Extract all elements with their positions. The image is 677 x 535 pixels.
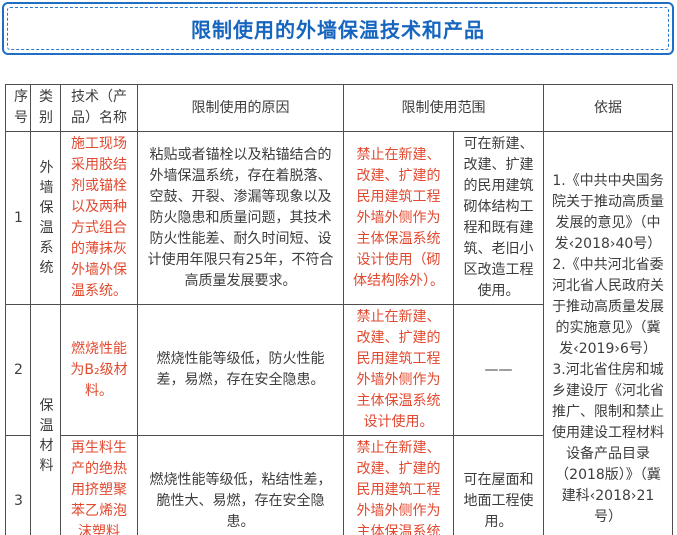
cell-scope-allowed-2: —— <box>453 304 544 436</box>
cell-reason-3: 燃烧性能等级低，粘结性差，脆性大、易燃，存在安全隐患。 <box>137 435 344 535</box>
header-seq: 序号 <box>5 84 31 132</box>
cell-scope-allowed-3: 可在屋面和地面工程使用。 <box>453 435 544 535</box>
cell-product-name-2: 燃烧性能为B₂级材料。 <box>60 304 138 436</box>
category-vertical-text: 外墙保温系统 <box>39 160 54 276</box>
title-box: 限制使用的外墙保温技术和产品 <box>2 2 674 55</box>
cell-reason-1: 粘贴或者锚栓以及粘锚结合的外墙保温系统，存在着脱落、空鼓、开裂、渗漏等现象以及防… <box>137 131 344 305</box>
cell-basis: 1.《中共中央国务院关于推动高质量发展的意见》（中发‹2018›40号） 2.《… <box>543 131 673 535</box>
page-title: 限制使用的外墙保温技术和产品 <box>191 18 485 42</box>
cell-scope-allowed-1: 可在新建、改建、扩建的民用建筑砌体结构工程和既有建筑、老旧小区改造工程使用。 <box>453 131 544 305</box>
table-row-2: 2 保温材料 燃烧性能为B₂级材料。 燃烧性能等级低，防火性能差，易燃，存在安全… <box>5 304 673 535</box>
table-row-3: 3 再生料生产的绝热用挤塑聚苯乙烯泡沫塑料板。 燃烧性能等级低，粘结性差，脆性大… <box>5 435 673 535</box>
cell-product-name-1: 施工现场采用胶结剂或锚栓以及两种方式组合的薄抹灰外墙外保温系统。 <box>60 131 138 305</box>
cell-seq-3: 3 <box>5 435 31 535</box>
cell-seq-1: 1 <box>5 131 31 305</box>
header-name: 技术（产品）名称 <box>60 84 138 132</box>
cell-scope-prohibited-2: 禁止在新建、改建、扩建的民用建筑工程外墙外侧作为主体保温系统设计使用。 <box>343 304 454 436</box>
cell-scope-prohibited-3: 禁止在新建、改建、扩建的民用建筑工程外墙外侧作为主体保温系统设计使用。 <box>343 435 454 535</box>
restricted-products-table: 序号 类别 技术（产品）名称 限制使用的原因 限制使用范围 依据 1 外墙保温系… <box>5 84 673 535</box>
cell-scope-prohibited-1: 禁止在新建、改建、扩建的民用建筑工程外墙外侧作为主体保温系统设计使用（砌体结构除… <box>343 131 454 305</box>
table-header-row: 序号 类别 技术（产品）名称 限制使用的原因 限制使用范围 依据 <box>5 84 673 132</box>
header-scope: 限制使用范围 <box>343 84 544 132</box>
cell-category-exterior-wall-systems: 外墙保温系统 <box>30 131 61 305</box>
cell-seq-2: 2 <box>5 304 31 436</box>
title-inner-dashed-border: 限制使用的外墙保温技术和产品 <box>7 7 669 50</box>
header-basis: 依据 <box>543 84 673 132</box>
cell-reason-2: 燃烧性能等级低，防火性能差，易燃，存在安全隐患。 <box>137 304 344 436</box>
header-reason: 限制使用的原因 <box>137 84 344 132</box>
table-row-1: 1 外墙保温系统 施工现场采用胶结剂或锚栓以及两种方式组合的薄抹灰外墙外保温系统… <box>5 131 673 535</box>
cell-product-name-3: 再生料生产的绝热用挤塑聚苯乙烯泡沫塑料板。 <box>60 435 138 535</box>
category-vertical-text: 保温材料 <box>39 397 54 474</box>
cell-category-insulation-materials: 保温材料 <box>30 304 61 535</box>
header-category: 类别 <box>30 84 61 132</box>
